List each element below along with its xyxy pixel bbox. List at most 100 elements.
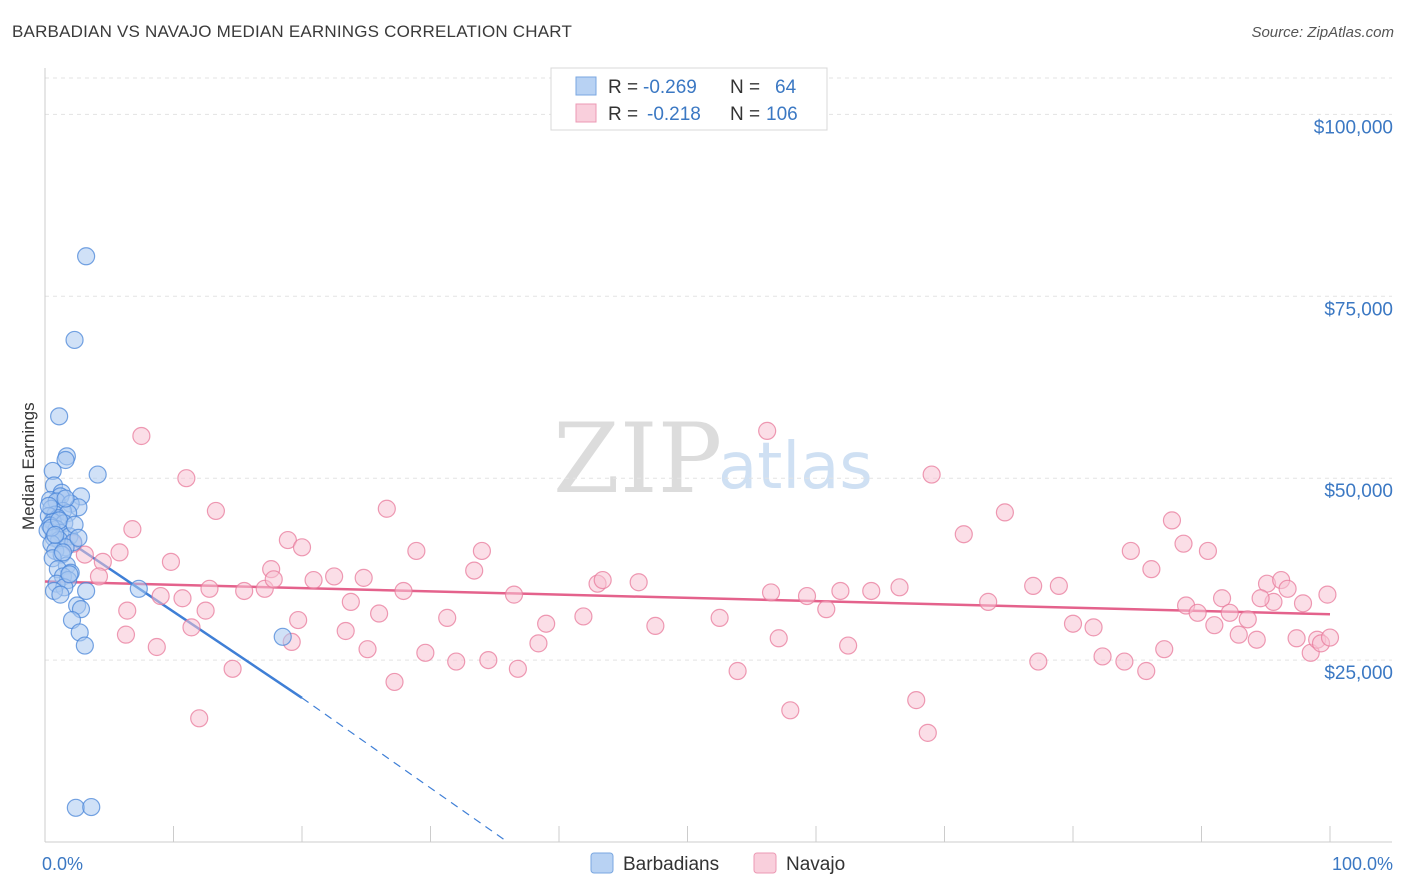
trend-lines [44,524,1331,843]
point-navajo-58 [907,691,926,710]
point-navajo-56 [831,581,850,601]
point-navajo-14 [173,589,192,608]
point-navajo-73 [1162,511,1182,530]
watermark-atlas: atlas [718,430,873,504]
point-navajo-72 [1155,640,1174,659]
point-barbadians-54 [82,797,101,817]
point-navajo-67 [1093,647,1112,666]
point-barbadians-57 [39,496,58,515]
point-navajo-87 [1287,629,1306,648]
point-navajo-39 [447,652,466,671]
legend-r-value-1: -0.269 [643,77,697,98]
point-navajo-37 [416,643,435,662]
point-navajo-81 [1238,610,1257,629]
y-tick-label-1: $50,000 [1324,481,1393,502]
source-label: Source: ZipAtlas.com [1251,24,1394,41]
point-navajo-55 [817,600,836,619]
legend-r-label-2: R = [608,104,638,125]
bottom-legend-label-navajo: Navajo [786,854,845,875]
point-navajo-35 [394,581,413,601]
point-navajo-97 [1174,534,1193,553]
chart-title: BARBADIAN VS NAVAJO MEDIAN EARNINGS CORR… [12,22,573,41]
point-navajo-98 [1024,576,1043,595]
legend-r-value-2: -0.218 [647,104,701,125]
x-tick-label-1: 100.0% [1332,854,1393,874]
point-barbadians-5 [88,465,107,484]
point-navajo-11 [116,625,136,644]
point-navajo-30 [341,592,360,611]
bottom-legend-swatch-barbadians [590,852,614,874]
point-navajo-10 [118,601,137,620]
y-tick-label-2: $75,000 [1324,299,1393,320]
point-navajo-61 [954,525,973,544]
legend-box [550,67,828,131]
point-barbadians-45 [77,581,96,601]
legend-swatch-barbadians [575,76,597,96]
point-navajo-99 [781,701,800,720]
point-navajo-47 [574,607,593,626]
point-navajo-88 [1293,594,1313,613]
point-barbadians-60 [46,525,65,545]
point-navajo-34 [385,672,404,692]
point-navajo-96 [710,608,729,627]
point-navajo-12 [151,586,170,606]
legend-r-label-1: R = [608,77,638,98]
point-navajo-36 [407,541,426,561]
point-navajo-33 [377,499,396,518]
legend-swatch-navajo [575,103,597,123]
point-navajo-28 [325,567,344,586]
point-navajo-75 [1188,603,1207,622]
point-barbadians-62 [69,528,88,547]
point-navajo-104 [728,661,747,681]
point-navajo-103 [264,570,283,589]
point-barbadians-43 [129,579,148,598]
point-navajo-94 [839,636,858,655]
point-navajo-70 [1137,661,1156,681]
point-navajo-64 [1029,652,1048,671]
point-navajo-100 [629,573,648,592]
point-navajo-45 [529,634,548,653]
point-navajo-18 [223,659,242,678]
point-navajo-52 [761,583,781,602]
point-barbadians-0 [77,247,96,266]
point-barbadians-61 [53,543,73,562]
point-navajo-0 [132,426,151,446]
point-navajo-101 [1084,618,1103,637]
point-navajo-9 [89,567,109,586]
point-navajo-105 [1251,589,1270,608]
point-navajo-57 [890,578,909,597]
trend-line-barbadians-extension [301,697,508,843]
point-navajo-42 [479,650,498,670]
point-navajo-54 [797,586,817,606]
point-navajo-41 [465,561,484,580]
point-barbadians-59 [56,489,75,508]
point-navajo-79 [1220,603,1239,622]
point-navajo-62 [979,592,998,611]
y-tick-label-3: $100,000 [1314,117,1393,138]
point-navajo-78 [1212,589,1232,608]
correlation-legend: R = -0.269 N = 64 R = -0.218 N = 106 [550,67,828,131]
point-navajo-77 [1205,616,1224,635]
point-navajo-5 [110,543,129,562]
point-navajo-60 [918,723,937,742]
point-navajo-25 [292,538,312,557]
y-tick-label-0: $25,000 [1324,663,1393,684]
point-navajo-65 [1049,576,1068,595]
point-navajo-31 [354,568,373,587]
point-navajo-66 [1063,614,1083,633]
point-navajo-71 [1142,560,1161,579]
series-legend: Barbadians Navajo [590,852,845,875]
bottom-legend-swatch-navajo [753,852,777,874]
point-barbadians-46 [51,585,70,604]
point-navajo-29 [336,621,355,641]
point-navajo-80 [1229,625,1248,644]
legend-n-label-2: N = [730,104,760,125]
point-navajo-40 [472,541,491,561]
point-navajo-76 [1198,541,1218,561]
point-navajo-63 [995,503,1014,522]
axes [44,68,1392,843]
point-navajo-49 [593,570,612,590]
point-navajo-53 [769,629,788,648]
point-barbadians-52 [273,627,292,646]
point-navajo-27 [304,570,323,590]
